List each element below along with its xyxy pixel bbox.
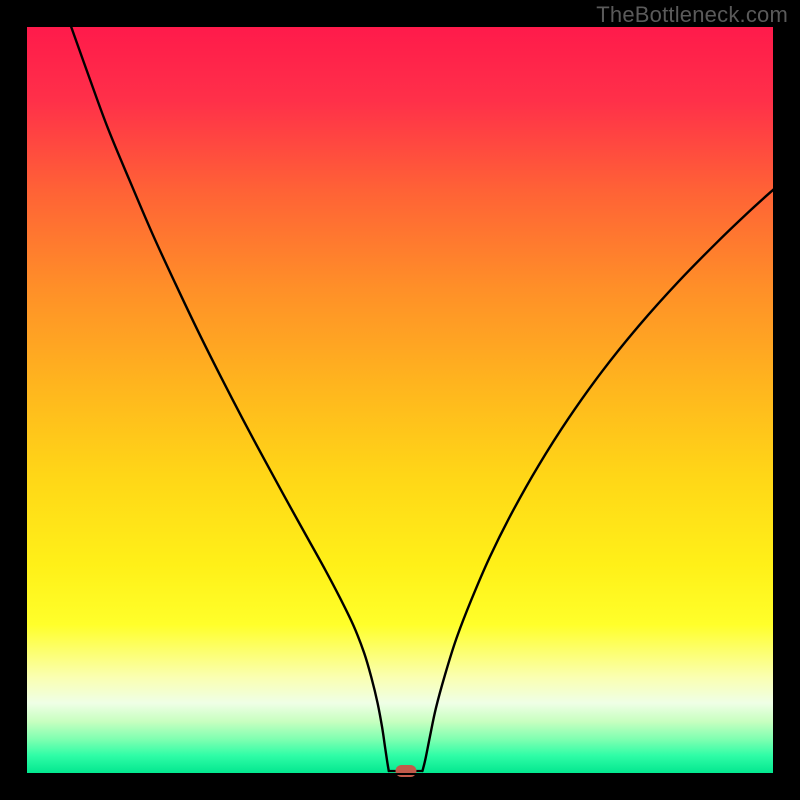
bottleneck-marker [396,765,417,777]
chart-root: TheBottleneck.com [0,0,800,800]
chart-svg [0,0,800,800]
plot-background [26,26,774,774]
watermark-label: TheBottleneck.com [596,2,788,28]
